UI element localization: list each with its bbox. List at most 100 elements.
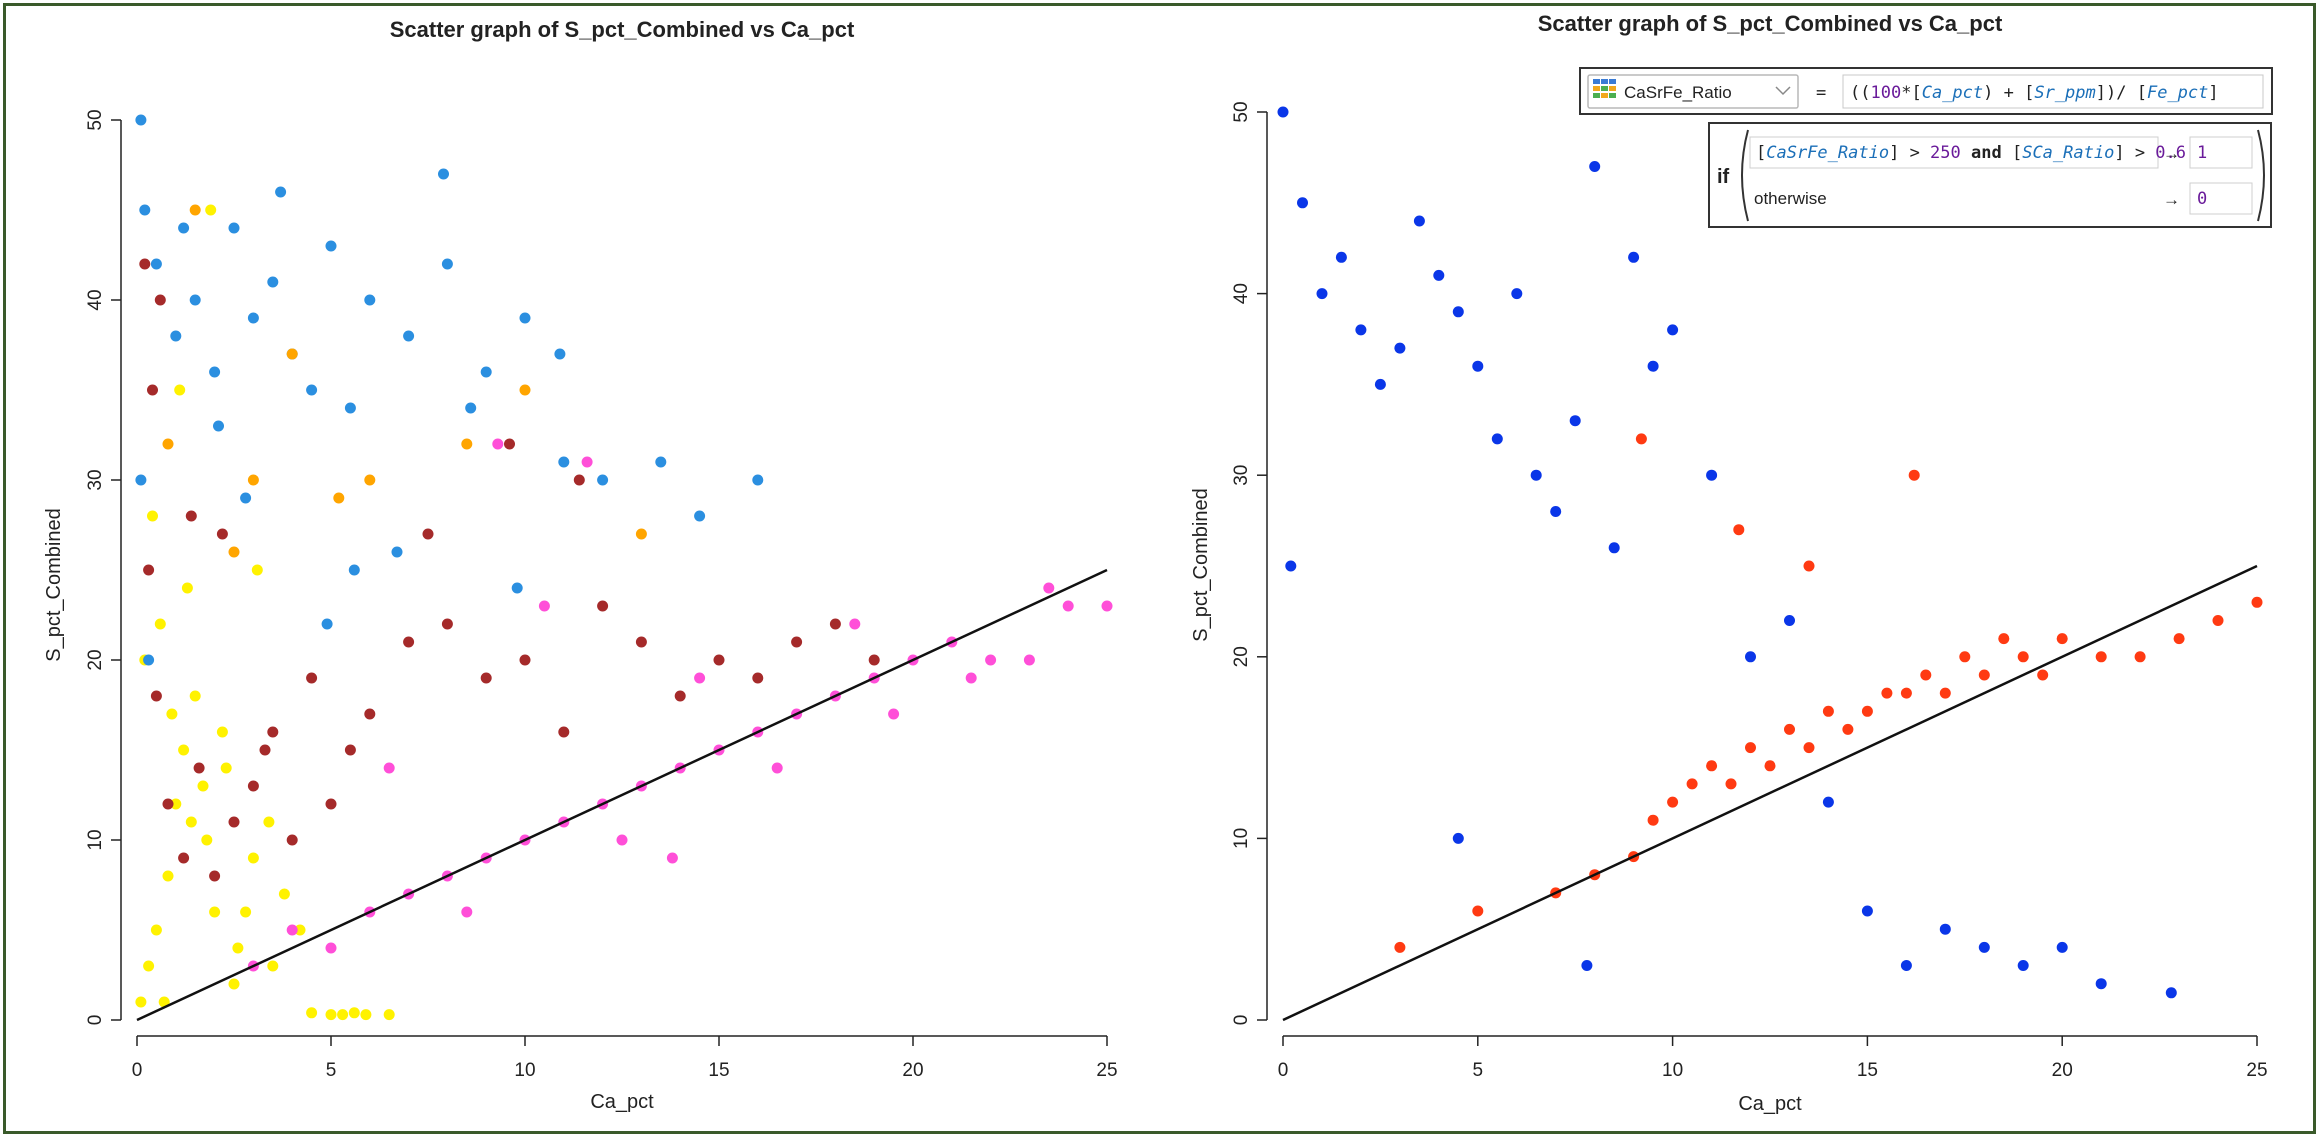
left-series-1-point [178,852,190,864]
right-series-0-point [2095,978,2107,990]
right-series-1-point [1394,941,1406,953]
right-chart-title: Scatter graph of S_pct_Combined vs Ca_pc… [1538,11,2003,36]
right-series-0-point [2017,960,2029,971]
right-x-tick-label: 0 [1278,1060,1289,1081]
expr-div: ])/ [2096,83,2137,103]
left-x-axis-label: Ca_pct [590,1091,654,1113]
right-series-0-point [1491,433,1503,445]
left-series-0-point [147,510,158,522]
right-series-1-point [1939,687,1951,699]
condition-input[interactable] [1749,136,2159,169]
right-paren [2257,129,2265,222]
left-series-1-point [143,564,155,576]
left-series-1-point [216,528,228,540]
right-series-0-point [1978,941,1990,953]
left-series-0-point [267,960,279,972]
right-y-tick-label: 30 [1231,465,1252,486]
left-series-3-point [348,564,360,576]
right-series-0-point [1784,615,1795,626]
expr-fe-field: Fe_pct [2147,83,2208,103]
right-series-1-point [2017,651,2029,663]
left-series-2-point [1023,654,1035,666]
left-series-3-point [189,294,201,306]
right-series-1-point [2212,615,2224,626]
left-x-tick-label: 20 [902,1060,923,1081]
right-y-axis-label: S_pct_Combined [1190,488,1212,641]
right-series-1-point [2173,633,2185,645]
right-series-1-point [1842,723,1854,735]
right-series-1-point [1978,669,1990,681]
left-series-4-point [228,546,240,558]
left-series-4-point [635,528,647,540]
left-series-0-point [185,816,197,828]
right-series-0-point [1608,542,1620,554]
right-series-1-point [1881,687,1893,699]
cond-field1: CaSrFe_Ratio [1766,143,1889,163]
right-series-0-point [1285,560,1297,572]
left-series-3-point [178,222,190,234]
left-y-tick-label: 40 [85,289,106,310]
right-x-tick-label: 5 [1473,1060,1484,1081]
field-name-dropdown[interactable] [1587,74,1799,109]
left-series-3-point [325,240,337,252]
left-series-0-point [220,762,232,774]
chevron-down-icon[interactable] [1775,86,1791,96]
left-series-2-point [888,708,900,720]
right-series-0-point [1822,796,1834,808]
right-series-1-point [2134,651,2146,663]
right-series-1-point [1733,524,1745,536]
left-series-2-point [849,618,861,630]
right-series-0-point [1511,288,1523,300]
right-series-0-point [1745,651,1756,663]
left-series-1-point [519,654,531,666]
right-series-1-point [2095,651,2107,663]
left-series-3-point [752,474,764,486]
right-series-0-point [1413,215,1425,227]
left-series-0-point [325,1009,337,1021]
left-series-0-point [154,618,166,630]
right-x-tick-label: 25 [2246,1060,2267,1081]
left-y-tick-label: 0 [85,1015,106,1026]
right-series-1-point [1784,723,1795,735]
left-series-4-point [364,474,376,486]
left-series-4-point [519,384,531,396]
left-series-3-point [143,654,155,666]
left-series-2-point [1062,600,1074,612]
left-chart-title: Scatter graph of S_pct_Combined vs Ca_pc… [390,17,855,42]
if-keyword: if [1717,166,1730,188]
right-series-1-point [1920,669,1932,681]
right-series-1-point [1959,651,1971,663]
left-series-3-point [438,168,449,180]
right-y-tick-label: 10 [1231,828,1252,849]
left-series-2-point [383,762,395,774]
left-series-0-point [178,744,190,756]
left-x-tick-label: 0 [132,1060,143,1081]
left-series-1-point [306,672,318,684]
right-series-0-point [1550,506,1562,517]
left-series-3-point [519,312,531,324]
left-series-1-point [193,762,205,774]
expr-open: (( [1850,83,1870,103]
field-name-text: CaSrFe_Ratio [1624,83,1732,102]
right-series-0-point [1530,469,1542,481]
left-series-0-point [143,960,155,972]
left-series-2-point [985,654,997,666]
left-series-1-point [480,672,492,684]
right-series-1-point [1803,742,1815,754]
expression-input[interactable] [1842,74,2264,109]
left-series-1-point [209,870,221,882]
right-x-tick-label: 15 [1857,1060,1878,1081]
left-x-tick-label: 15 [708,1060,729,1081]
left-series-3-point [391,546,403,558]
left-series-3-point [209,366,221,378]
right-series-1-point [1647,814,1659,826]
then-value-input[interactable] [2189,136,2253,169]
else-value-input[interactable] [2189,182,2253,215]
left-series-3-point [441,258,453,270]
right-series-0-point [1939,923,1951,935]
right-series-0-point [1861,905,1873,917]
right-series-1-point [1900,687,1912,699]
left-series-0-point [170,798,182,810]
otherwise-label: otherwise [1754,189,1827,208]
right-series-0-point [1394,342,1406,354]
